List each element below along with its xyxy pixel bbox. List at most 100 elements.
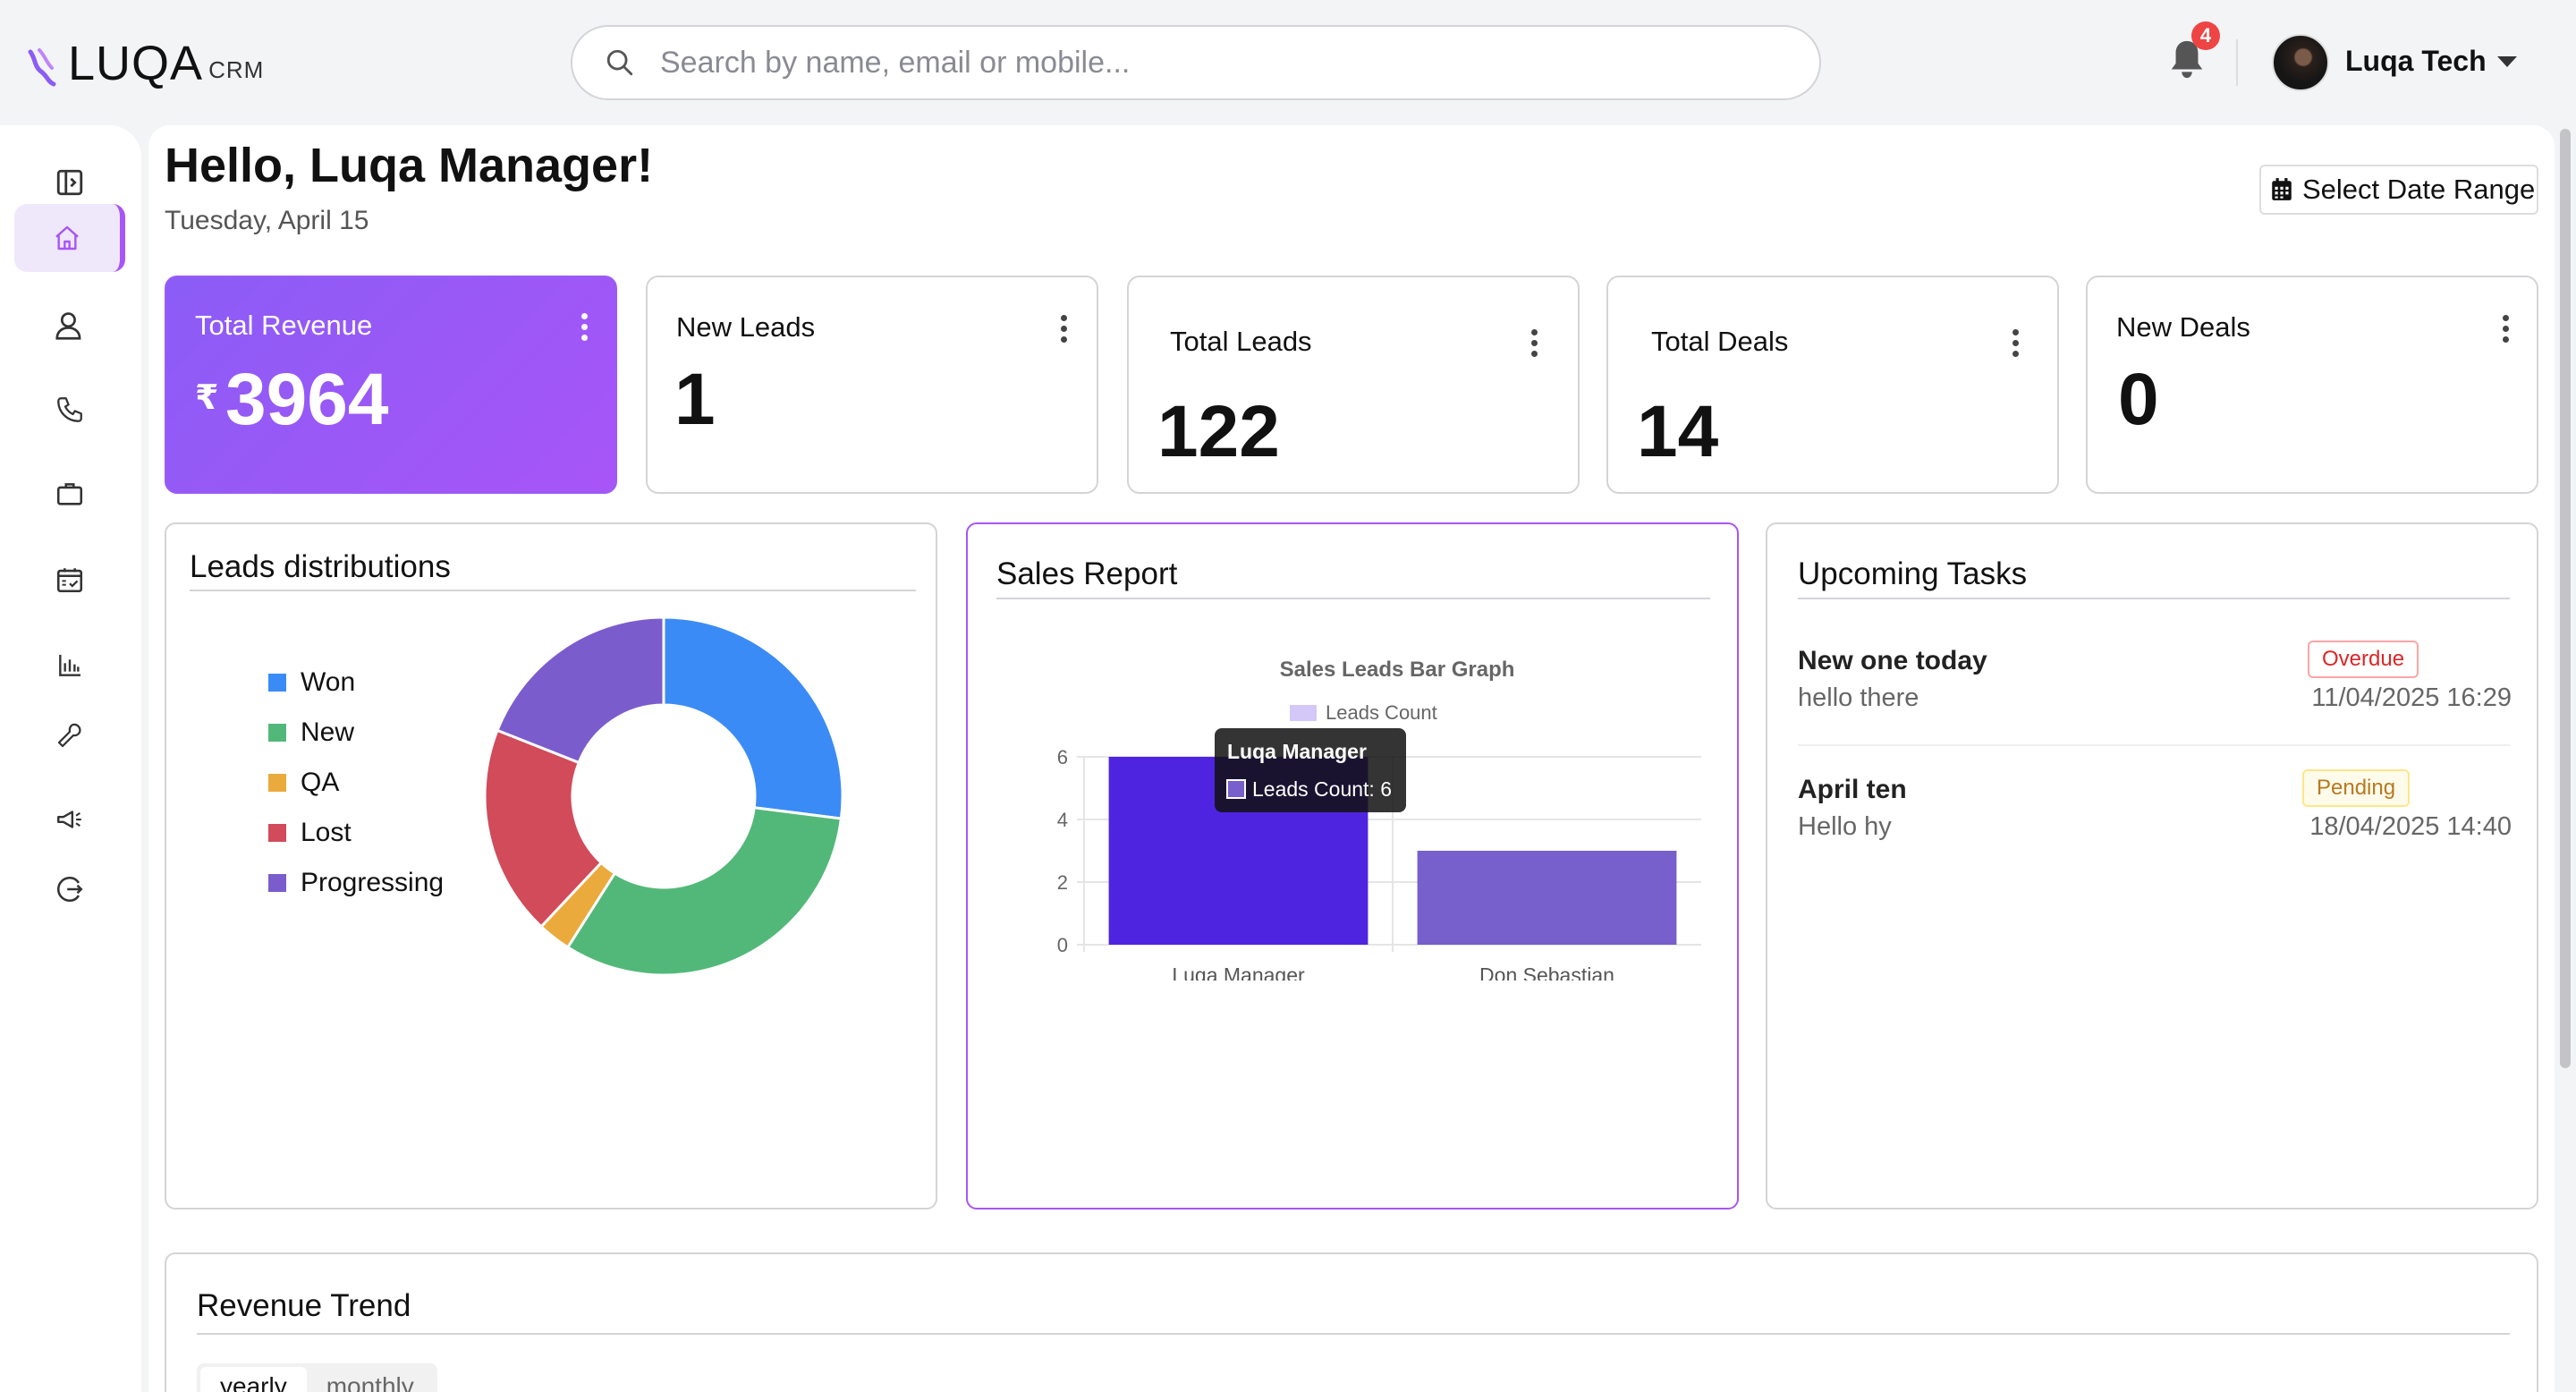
sales-bar-chart[interactable]: Sales Leads Bar Graph Leads Count 0 2 4 6 Luqa… (986, 623, 1719, 980)
sidebar-item-calls[interactable] (14, 376, 125, 444)
task-subtitle: Hello hy (1798, 812, 1892, 841)
page-scrollbar[interactable] (2555, 125, 2576, 1392)
chart-legend-swatch[interactable] (1290, 705, 1317, 721)
sidebar-collapse-icon (56, 169, 83, 196)
header-divider (2236, 39, 2238, 86)
stat-label: New Leads (676, 311, 816, 343)
sidebar-item-logout[interactable] (14, 855, 125, 923)
sidebar-item-reports[interactable] (14, 632, 125, 700)
legend-swatch (268, 674, 286, 692)
legend-swatch (268, 824, 286, 842)
revenue-trend-panel: Revenue Trend yearly monthly (165, 1252, 2538, 1392)
sidebar-item-campaigns[interactable] (14, 785, 125, 853)
global-search[interactable] (571, 25, 1821, 100)
legend-item-won[interactable]: Won (268, 667, 355, 698)
task-datetime: 18/04/2025 14:40 (2309, 812, 2512, 841)
task-divider (1798, 744, 2510, 746)
panel-title: Leads distributions (190, 549, 451, 584)
scrollbar-thumb[interactable] (2560, 129, 2571, 1068)
panel-divider (1798, 598, 2510, 599)
page-title: Hello, Luqa Manager! (165, 139, 654, 192)
sidebar-item-home[interactable] (14, 204, 125, 272)
stat-value: 122 (1157, 391, 1280, 472)
sidebar-item-tools[interactable] (14, 701, 125, 769)
panel-title: Upcoming Tasks (1798, 556, 2028, 591)
more-options-icon[interactable] (1059, 315, 1068, 345)
task-title[interactable]: April ten (1798, 775, 1907, 804)
panel-title: Revenue Trend (197, 1288, 411, 1323)
tab-yearly[interactable]: yearly (200, 1367, 307, 1392)
donut-slice-new[interactable] (565, 806, 843, 977)
search-icon (606, 49, 633, 76)
stat-label: Total Leads (1170, 326, 1312, 357)
sidebar-toggle[interactable] (14, 149, 125, 216)
more-options-icon[interactable] (580, 313, 589, 344)
stat-card-total-revenue[interactable]: Total Revenue ₹ 3964 (165, 276, 617, 494)
task-title[interactable]: New one today (1798, 646, 1987, 675)
task-datetime: 11/04/2025 16:29 (2311, 683, 2512, 712)
brand-logo[interactable]: LUQA CRM (27, 39, 264, 88)
donut-slice-progressing[interactable] (496, 615, 665, 765)
y-tick-label: 4 (1057, 809, 1068, 831)
x-tick-label: Don Sebastian (1479, 963, 1614, 980)
legend-label: Won (301, 667, 356, 697)
donut-slice-won[interactable] (662, 615, 844, 820)
y-tick-label: 6 (1057, 746, 1068, 768)
donut-slice-lost[interactable] (483, 728, 604, 929)
stat-card-new-leads[interactable]: New Leads 1 (646, 276, 1098, 494)
search-input[interactable] (660, 45, 1733, 81)
bar-don-sebastian[interactable] (1417, 851, 1677, 945)
chart-title: Sales Leads Bar Graph (1280, 658, 1515, 682)
user-name[interactable]: Luqa Tech (2345, 45, 2487, 77)
tooltip-title: Luqa Manager (1227, 740, 1367, 763)
briefcase-icon (56, 483, 83, 505)
status-badge: Overdue (2308, 641, 2419, 678)
chart-tooltip: Luqa Manager Leads Count: 6 (1215, 728, 1406, 812)
tab-monthly[interactable]: monthly (326, 1372, 414, 1392)
legend-swatch (268, 724, 286, 742)
status-badge: Pending (2302, 769, 2411, 807)
notification-count-badge: 4 (2191, 21, 2220, 50)
leads-distribution-panel: Leads distributions Won New QA Lost Prog… (165, 522, 937, 1210)
tooltip-text: Leads Count: 6 (1252, 777, 1392, 801)
legend-label: Lost (301, 818, 352, 847)
current-date: Tuesday, April 15 (165, 206, 369, 235)
logo-mark-icon (28, 48, 56, 87)
legend-item-qa[interactable]: QA (268, 768, 339, 798)
stat-card-total-leads[interactable]: Total Leads 122 (1127, 276, 1580, 494)
leads-donut-chart[interactable] (476, 608, 852, 984)
sidebar (0, 125, 141, 1392)
stat-label: New Deals (2116, 311, 2250, 343)
logo-text: LUQA (68, 37, 204, 90)
chart-legend-label[interactable]: Leads Count (1326, 701, 1437, 724)
legend-item-progressing[interactable]: Progressing (268, 868, 444, 898)
stat-label: Total Deals (1651, 326, 1789, 357)
notification-bell-icon[interactable] (2166, 38, 2207, 82)
stat-value: 3964 (225, 359, 389, 440)
stat-value: 1 (674, 359, 716, 440)
sidebar-item-tasks[interactable] (14, 546, 125, 614)
legend-label: Progressing (301, 868, 445, 897)
stat-card-new-deals[interactable]: New Deals 0 (2086, 276, 2538, 494)
more-options-icon[interactable] (2011, 329, 2020, 360)
select-date-range-button[interactable]: Select Date Range (2259, 165, 2538, 215)
avatar[interactable] (2272, 34, 2329, 91)
phone-icon (57, 397, 82, 422)
more-options-icon[interactable] (2501, 315, 2510, 345)
sidebar-item-deals[interactable] (14, 460, 125, 528)
legend-item-new[interactable]: New (268, 717, 354, 748)
calendar-icon (2272, 178, 2292, 200)
more-options-icon[interactable] (1530, 329, 1538, 360)
stat-card-total-deals[interactable]: Total Deals 14 (1606, 276, 2059, 494)
wrench-icon (57, 723, 81, 748)
calendar-check-icon (56, 568, 83, 593)
stat-value: 14 (1637, 391, 1719, 472)
select-date-range-label: Select Date Range (2302, 174, 2536, 205)
y-tick-label: 2 (1057, 871, 1068, 894)
sidebar-item-contacts[interactable] (14, 292, 125, 360)
panel-divider (197, 1333, 2510, 1335)
legend-item-lost[interactable]: Lost (268, 818, 352, 848)
revenue-period-toggle: yearly monthly (197, 1363, 437, 1392)
sales-report-panel: Sales Report Sales Leads Bar Graph Leads … (966, 522, 1739, 1210)
chevron-down-icon[interactable] (2497, 56, 2517, 67)
